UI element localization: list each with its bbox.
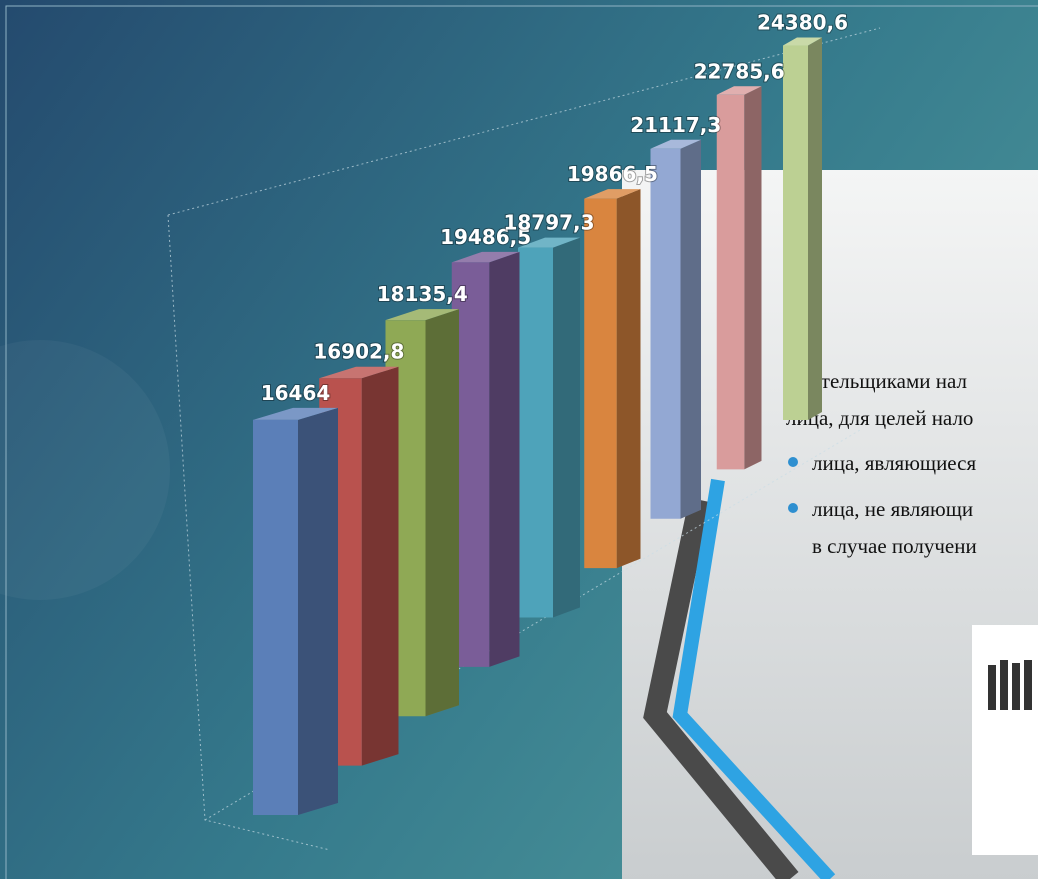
bar — [650, 148, 681, 519]
decor-circle — [0, 340, 170, 600]
bar-side-shade — [680, 139, 701, 519]
bar-side-shade — [744, 86, 762, 470]
bar-top-light — [783, 37, 822, 46]
bar-side-shade — [298, 407, 338, 815]
slide-text: лица, являющиеся — [812, 451, 976, 475]
data-label: 19866,5 — [567, 162, 658, 186]
data-label: 16464 — [261, 381, 331, 405]
bar-top-light — [253, 407, 338, 420]
bar-side — [361, 366, 399, 766]
bar-side-shade — [489, 251, 520, 667]
bar-top — [253, 407, 338, 420]
stripe-dark — [643, 497, 799, 879]
people-icon — [988, 660, 1032, 710]
bar-top-light — [319, 366, 399, 379]
bar — [584, 198, 617, 569]
bar-side — [553, 237, 580, 618]
data-label: 18797,3 — [503, 211, 594, 235]
data-label: 22785,6 — [694, 59, 785, 83]
bar-3d — [451, 251, 520, 667]
bar-top — [716, 86, 762, 95]
picture — [972, 625, 1038, 855]
bar-top — [451, 251, 520, 263]
data-label: 16902,8 — [313, 340, 404, 364]
bar-3d — [584, 189, 641, 569]
chart-wall — [167, 27, 881, 851]
bar-top-light — [584, 189, 641, 199]
bar — [253, 419, 298, 815]
stripe-blue — [672, 478, 836, 879]
bar-top — [783, 37, 822, 46]
bar-top — [385, 309, 459, 321]
bar-3d — [518, 237, 580, 618]
bullet — [788, 457, 798, 467]
bar-top-light — [716, 86, 762, 95]
bar-3d — [650, 139, 701, 519]
bar-top — [319, 366, 399, 379]
bar — [518, 247, 553, 618]
bar-side-shade — [553, 237, 580, 618]
bar-side-shade — [616, 189, 641, 569]
bar-top-light — [385, 309, 459, 321]
bar-top-light — [451, 251, 520, 263]
bullet — [788, 503, 798, 513]
bar-top — [518, 237, 580, 248]
bar-top — [650, 139, 701, 149]
data-label: 19486,5 — [440, 225, 531, 249]
bar-side — [425, 309, 459, 717]
bar-side — [616, 189, 641, 569]
frame — [5, 5, 1038, 879]
slide-text: лица, не являющи — [812, 497, 973, 521]
bar-side-shade — [425, 309, 459, 717]
bar-side — [298, 407, 338, 815]
bar-side — [808, 37, 822, 421]
bar-side-shade — [361, 366, 399, 766]
bar-top-light — [518, 237, 580, 248]
bar-side — [680, 139, 701, 519]
bar-side — [744, 86, 762, 470]
bar-3d — [253, 407, 338, 815]
data-label: 21117,3 — [630, 113, 721, 137]
data-label: 24380,6 — [757, 11, 848, 35]
bar-side — [489, 251, 520, 667]
bar-side-shade — [808, 37, 822, 421]
bar — [716, 94, 745, 470]
bar-3d — [783, 37, 822, 421]
bar-top-light — [650, 139, 701, 149]
slide-text: ательщиками нал — [812, 369, 967, 393]
bar-3d — [716, 86, 762, 470]
bar-top — [584, 189, 641, 199]
data-label: 18135,4 — [377, 282, 468, 306]
bar — [783, 45, 808, 421]
slide-text: в случае получени — [812, 534, 977, 558]
